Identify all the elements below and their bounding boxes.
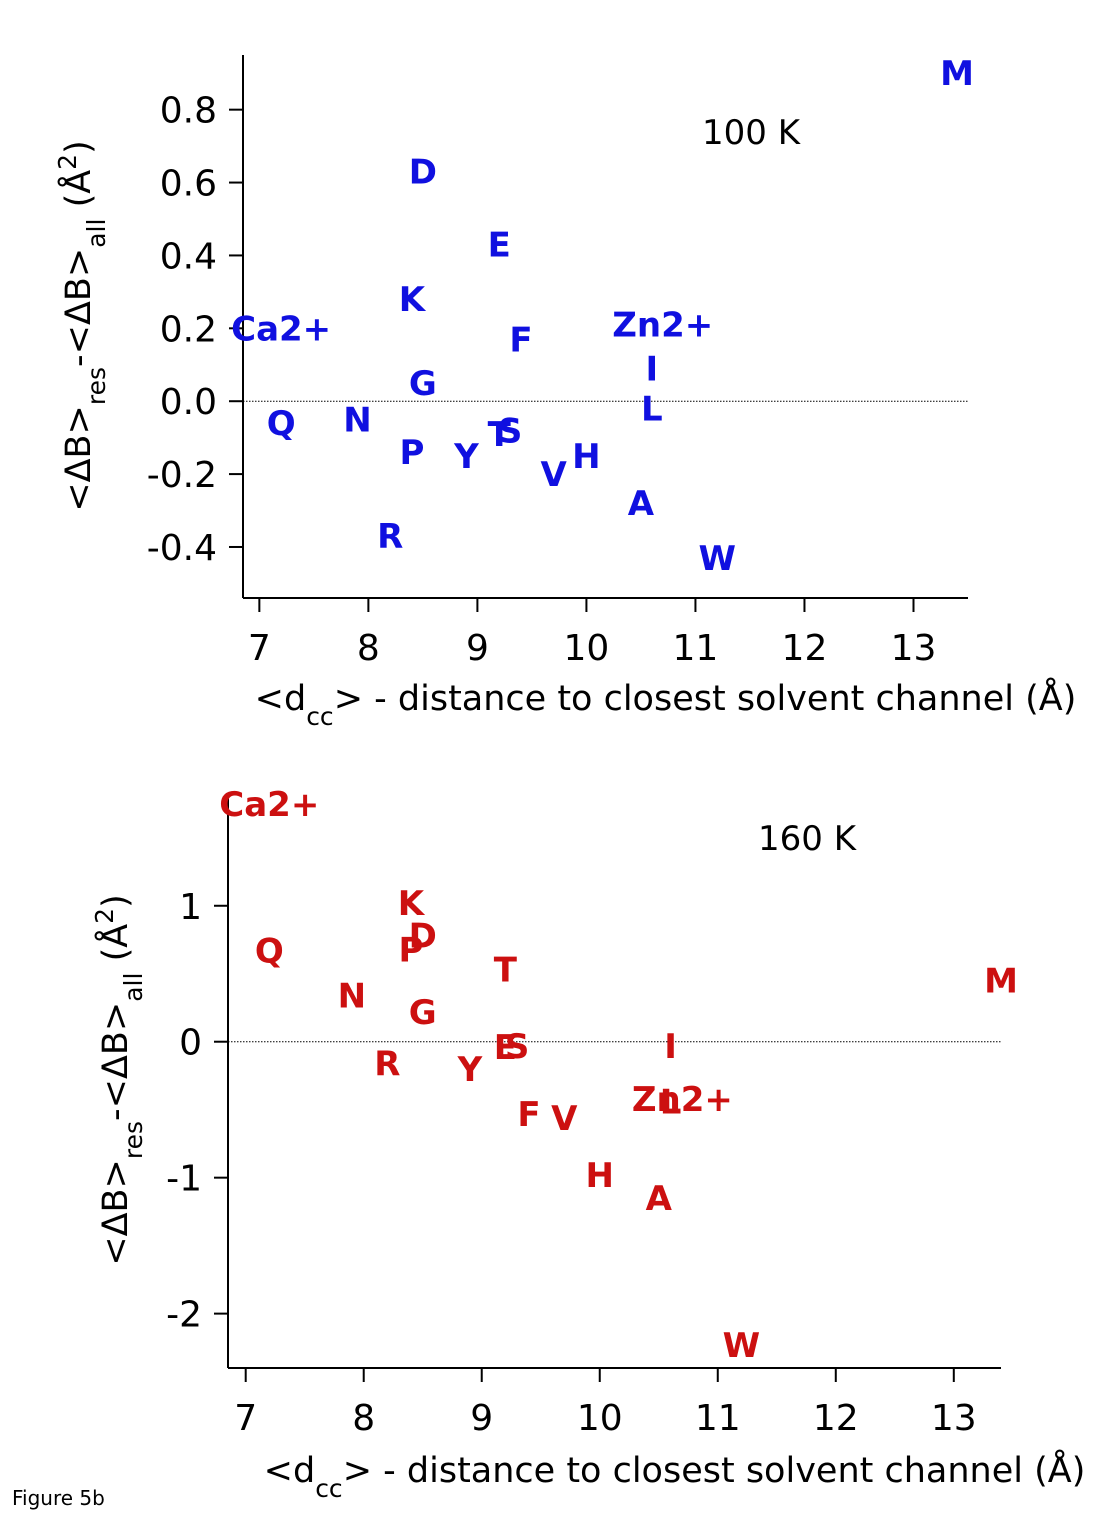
data-point-w: W xyxy=(698,539,736,579)
data-point-y: Y xyxy=(457,1050,483,1090)
data-point-ca2plus: Ca2+ xyxy=(231,309,331,349)
data-point-v: V xyxy=(551,1099,578,1139)
data-point-ca2plus: Ca2+ xyxy=(219,785,319,825)
data-point-a: A xyxy=(646,1179,673,1219)
data-point-m: M xyxy=(940,54,974,94)
data-point-p: P xyxy=(400,433,425,473)
data-point-n: N xyxy=(343,400,371,440)
data-point-s: S xyxy=(505,1027,530,1067)
chart-1: 7 8 9 10 11 12 13 0.8 0.6 0.4 0.2 0.0 -0.2 -0.4 <dcc> … xyxy=(53,54,1077,730)
x-tick-label: 11 xyxy=(695,1398,741,1439)
data-point-v: V xyxy=(541,455,568,495)
x-tick-label: 9 xyxy=(470,1398,493,1439)
x-tick-label: 12 xyxy=(782,628,828,669)
y-tick-label: -0.2 xyxy=(147,455,217,496)
y-tick-label: 0.0 xyxy=(160,382,217,423)
data-point-g: G xyxy=(409,993,437,1033)
x-tick-label: 7 xyxy=(248,628,271,669)
data-point-r: R xyxy=(374,1044,400,1084)
temperature-annotation: 100 K xyxy=(702,113,802,153)
data-point-zn2plus: Zn2+ xyxy=(612,306,713,346)
x-tick-label: 8 xyxy=(352,1398,375,1439)
y-tick-label: 0.4 xyxy=(160,236,217,277)
y-tick-label: 0 xyxy=(179,1023,202,1064)
data-point-i: I xyxy=(664,1027,677,1067)
data-point-h: H xyxy=(572,437,600,477)
y-tick-label: -2 xyxy=(166,1295,202,1336)
temperature-annotation: 160 K xyxy=(758,819,858,859)
x-tick-label: 13 xyxy=(891,628,937,669)
x-tick-label: 7 xyxy=(234,1398,257,1439)
data-point-f: F xyxy=(517,1095,540,1135)
data-point-t: T xyxy=(494,951,518,991)
figure-label: Figure 5b xyxy=(12,1486,105,1510)
x-tick-label: 13 xyxy=(931,1398,977,1439)
data-point-w: W xyxy=(723,1326,761,1366)
data-point-d: D xyxy=(409,917,437,957)
data-point-e: E xyxy=(494,1028,517,1068)
data-point-k: K xyxy=(399,280,427,320)
data-point-s: S xyxy=(498,411,523,451)
data-point-zn2plus: Zn2+ xyxy=(632,1080,733,1120)
y-tick-label: -1 xyxy=(166,1159,202,1200)
data-point-g: G xyxy=(409,364,437,404)
data-point-p: P xyxy=(398,930,423,970)
data-point-l: L xyxy=(660,1083,682,1123)
data-point-k: K xyxy=(398,884,426,924)
data-point-h: H xyxy=(586,1156,614,1196)
data-point-d: D xyxy=(409,153,437,193)
y-tick-label: 0.8 xyxy=(160,91,217,132)
data-point-n: N xyxy=(338,976,366,1016)
y-tick-label: -0.4 xyxy=(147,528,217,569)
x-tick-label: 9 xyxy=(466,628,489,669)
x-axis-title: <dcc> - distance to closest solvent chan… xyxy=(255,676,1077,731)
x-tick-label: 12 xyxy=(813,1398,859,1439)
x-tick-label: 8 xyxy=(357,628,380,669)
data-point-m: M xyxy=(984,962,1018,1002)
y-axis-title: <ΔB>res-<ΔB>all (Å2) xyxy=(53,140,111,512)
x-tick-label: 10 xyxy=(564,628,610,669)
x-tick-label: 10 xyxy=(577,1398,623,1439)
data-point-q: Q xyxy=(255,932,284,972)
x-axis-title: <dcc> - distance to closest solvent chan… xyxy=(264,1448,1086,1503)
data-point-f: F xyxy=(509,320,532,360)
data-point-a: A xyxy=(628,484,655,524)
data-point-e: E xyxy=(488,226,511,266)
data-point-l: L xyxy=(641,389,663,429)
data-point-y: Y xyxy=(453,437,479,477)
y-tick-label: 0.6 xyxy=(160,164,217,205)
y-tick-label: 0.2 xyxy=(160,309,217,350)
data-point-i: I xyxy=(646,349,659,389)
data-point-q: Q xyxy=(267,404,296,444)
y-axis-title: <ΔB>res-<ΔB>all (Å2) xyxy=(90,894,148,1266)
x-tick-label: 11 xyxy=(673,628,719,669)
data-point-r: R xyxy=(377,517,403,557)
y-tick-label: 1 xyxy=(179,887,202,928)
data-point-t: T xyxy=(488,415,512,455)
